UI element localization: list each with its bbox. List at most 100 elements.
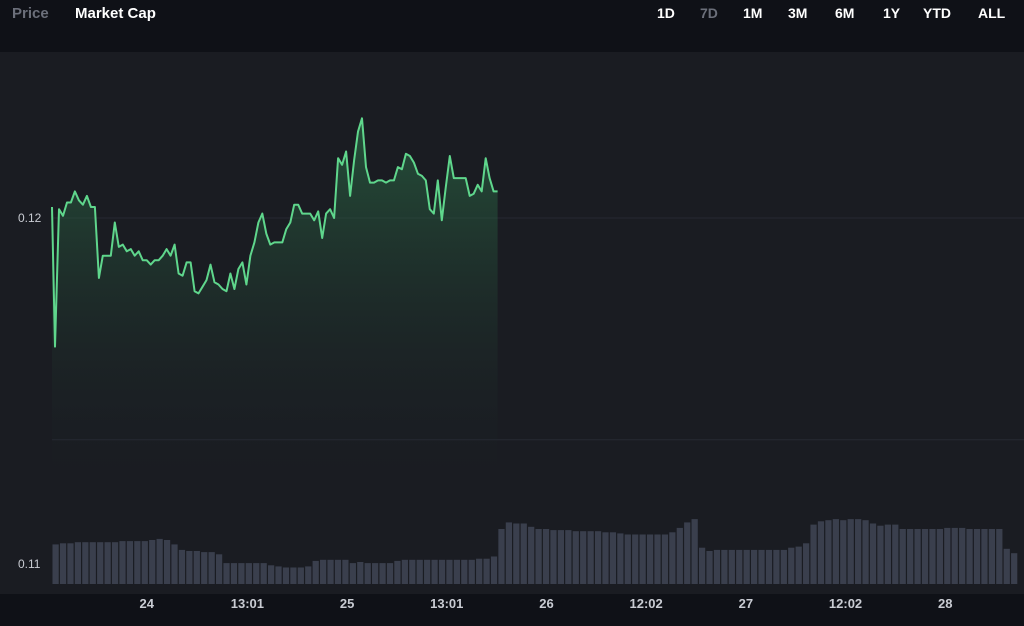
volume-bar [416,559,423,584]
volume-bar [401,559,408,584]
volume-bar [557,530,565,584]
volume-bar [624,534,631,584]
price-line [51,117,498,348]
volume-bar [245,563,252,584]
y-tick-label: 0.12 [18,211,42,225]
volume-bar [676,527,683,584]
volume-bar [59,543,67,584]
volume-bar [892,524,899,584]
volume-bar [996,529,1003,584]
x-tick-label: 28 [938,596,952,611]
volume-bar [476,558,483,584]
volume-bar [877,525,884,584]
volume-bar [438,559,446,584]
volume-bar [899,529,906,584]
volume-bar [505,522,513,584]
volume-bar [698,547,706,584]
volume-bar [691,519,698,584]
volume-bar [609,532,617,584]
volume-bar [713,549,721,584]
volume-bar [959,527,966,584]
range-ytd[interactable]: YTD [923,5,951,21]
volume-bar [1003,548,1010,584]
price-chart: 0.12 0.11 [18,117,1024,584]
volume-bar [483,558,490,584]
volume-bar [788,547,795,584]
volume-bar [810,524,817,584]
volume-bar [111,542,119,584]
volume-bar [743,549,750,584]
volume-bar [260,563,267,584]
tab-market-cap[interactable]: Market Cap [75,5,156,22]
range-1y[interactable]: 1Y [883,5,901,21]
volume-bar [290,567,297,584]
price-area [52,118,498,505]
x-tick-label: 12:02 [630,596,663,611]
volume-bar [267,565,275,584]
volume-bar [372,563,379,584]
volume-bar [825,520,832,584]
range-all[interactable]: ALL [978,5,1006,21]
volume-bar [357,562,364,584]
volume-bar [803,543,810,584]
volume-bar [721,549,728,584]
volume-bar [795,546,802,584]
volume-bar [178,549,186,584]
volume-bar [364,563,371,584]
volume-bar [513,523,520,584]
volume-bar [914,529,921,584]
time-range-selector: 1D 7D 1M 3M 6M 1Y YTD ALL [644,5,1024,25]
volume-bar [446,559,453,584]
x-tick-label: 13:01 [231,596,264,611]
x-tick-label: 12:02 [829,596,862,611]
volume-bar [126,541,134,584]
volume-bar [461,559,468,584]
volume-bar [297,567,304,584]
volume-bar [832,519,839,584]
volume-bar [646,534,654,584]
chart-header: Price Market Cap 1D 7D 1M 3M 6M 1Y YTD ALL [0,0,1024,52]
volume-bar [602,532,609,584]
x-tick-label: 26 [539,596,553,611]
volume-bar [869,523,877,584]
y-tick-label: 0.11 [18,557,41,571]
volume-bar [52,544,59,584]
volume-bar [572,531,579,584]
x-axis-labels: 24 13:01 25 13:01 26 12:02 27 12:02 28 [139,596,952,611]
volume-bar [921,529,929,584]
x-tick-label: 24 [139,596,154,611]
volume-bar [840,520,847,584]
volume-bar [817,521,825,584]
volume-bar [936,529,943,584]
volume-bar [409,559,416,584]
range-6m[interactable]: 6M [835,5,855,21]
volume-bar [327,559,334,584]
volume-bar [988,529,996,584]
volume-bar [847,519,854,584]
volume-bar [661,534,669,584]
volume-bar [201,552,208,584]
range-7d[interactable]: 7D [700,5,718,21]
volume-bar [669,532,676,584]
volume-bar [728,549,735,584]
range-1m[interactable]: 1M [743,5,763,21]
volume-bar [862,520,869,584]
volume-bar [163,540,171,584]
volume-bar [379,563,386,584]
volume-bar [238,563,245,584]
volume-bar [424,559,431,584]
range-3m[interactable]: 3M [788,5,808,21]
volume-bar [230,563,238,584]
x-tick-label: 25 [340,596,354,611]
range-1d[interactable]: 1D [657,5,675,21]
x-tick-label: 27 [739,596,753,611]
volume-bar [632,534,639,584]
volume-bar [349,563,356,584]
tab-price[interactable]: Price [12,5,49,22]
volume-bar [966,529,973,584]
x-tick-label: 13:01 [430,596,463,611]
volume-bar [580,531,587,584]
volume-bar [973,529,981,584]
volume-bar [550,530,557,584]
volume-bar [223,563,230,584]
